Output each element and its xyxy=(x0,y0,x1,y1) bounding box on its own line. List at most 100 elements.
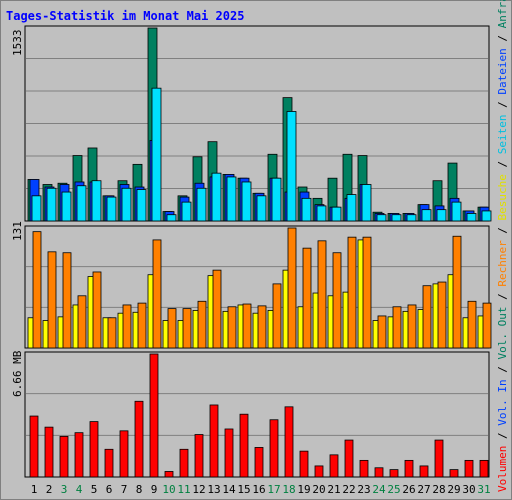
x-tick-day-30: 30 xyxy=(462,483,475,496)
bar-volumen-day-27 xyxy=(419,465,429,478)
bar-rechner-day-8 xyxy=(137,302,147,349)
bar-volumen-day-21 xyxy=(329,454,339,478)
bar-rechner-day-22 xyxy=(347,236,357,349)
bar-volumen-day-2 xyxy=(44,426,54,478)
bar-volumen-day-26 xyxy=(404,459,414,478)
bar-seiten-day-22 xyxy=(346,194,357,222)
x-tick-day-5: 5 xyxy=(91,483,98,496)
x-tick-day-18: 18 xyxy=(282,483,295,496)
bar-volumen-day-15 xyxy=(239,413,249,478)
bar-rechner-day-18 xyxy=(287,227,297,349)
legend-volumen: Volumen xyxy=(496,445,509,492)
bar-seiten-day-30 xyxy=(466,213,477,222)
legend-sep: / xyxy=(496,425,509,446)
bar-volumen-day-10 xyxy=(164,471,174,478)
bar-seiten-day-21 xyxy=(331,206,342,222)
x-tick-day-21: 21 xyxy=(327,483,340,496)
bar-rechner-day-1 xyxy=(32,231,42,349)
legend-sep: / xyxy=(496,359,509,380)
x-tick-day-10: 10 xyxy=(162,483,175,496)
bar-rechner-day-14 xyxy=(227,306,237,349)
x-tick-day-28: 28 xyxy=(432,483,445,496)
bar-volumen-day-11 xyxy=(179,448,189,478)
bar-volumen-day-31 xyxy=(479,459,489,478)
bar-rechner-day-21 xyxy=(332,252,342,349)
bar-seiten-day-11 xyxy=(181,201,192,222)
bar-volumen-day-25 xyxy=(389,469,399,478)
x-tick-day-14: 14 xyxy=(222,483,236,496)
x-tick-day-2: 2 xyxy=(46,483,53,496)
bar-rechner-day-9 xyxy=(152,239,162,349)
bar-rechner-day-17 xyxy=(272,283,282,349)
bar-volumen-day-6 xyxy=(104,448,114,478)
bar-rechner-day-19 xyxy=(302,247,312,349)
x-tick-day-15: 15 xyxy=(237,483,250,496)
bar-volumen-day-28 xyxy=(434,439,444,478)
bar-rechner-day-13 xyxy=(212,269,222,349)
bar-seiten-day-6 xyxy=(106,196,117,222)
bar-seiten-day-20 xyxy=(316,205,327,222)
bar-volumen-day-18 xyxy=(284,406,294,478)
bar-seiten-day-23 xyxy=(361,184,372,222)
bar-seiten-day-12 xyxy=(196,187,207,222)
legend-sep: / xyxy=(496,220,509,241)
bar-volumen-day-30 xyxy=(464,459,474,478)
x-tick-day-26: 26 xyxy=(402,483,415,496)
bar-seiten-day-2 xyxy=(46,187,57,222)
x-tick-day-9: 9 xyxy=(151,483,158,496)
middle-panel-max-label: 131 xyxy=(11,221,24,241)
bar-rechner-day-28 xyxy=(437,281,447,349)
x-tick-day-4: 4 xyxy=(76,483,83,496)
bar-rechner-day-25 xyxy=(392,306,402,349)
bar-rechner-day-2 xyxy=(47,251,57,349)
bar-volumen-day-4 xyxy=(74,432,84,478)
bar-volumen-day-1 xyxy=(29,415,39,478)
bar-volumen-day-16 xyxy=(254,447,264,478)
bar-volumen-day-17 xyxy=(269,419,279,478)
x-tick-day-23: 23 xyxy=(357,483,370,496)
top-panel-max-label: 1533 xyxy=(11,29,24,57)
bar-seiten-day-15 xyxy=(241,181,252,222)
bar-seiten-day-4 xyxy=(76,185,87,222)
bottom-panel-max-label: 6.66 MB xyxy=(11,350,24,397)
x-tick-day-19: 19 xyxy=(297,483,310,496)
bar-rechner-day-16 xyxy=(257,305,267,349)
bar-rechner-day-4 xyxy=(77,295,87,349)
bar-rechner-day-29 xyxy=(452,235,462,349)
bar-volumen-day-9 xyxy=(149,353,159,478)
bar-seiten-day-17 xyxy=(271,177,282,222)
x-tick-day-16: 16 xyxy=(252,483,265,496)
bar-seiten-day-29 xyxy=(451,201,462,222)
bar-seiten-day-14 xyxy=(226,176,237,222)
bar-rechner-day-24 xyxy=(377,315,387,349)
x-tick-day-31: 31 xyxy=(477,483,490,496)
bar-volumen-day-12 xyxy=(194,434,204,478)
bar-seiten-day-7 xyxy=(121,187,132,222)
bar-volumen-day-20 xyxy=(314,465,324,478)
x-tick-day-29: 29 xyxy=(447,483,460,496)
bar-seiten-day-19 xyxy=(301,197,312,222)
legend-anfragen: Anfragen xyxy=(496,0,509,29)
x-tick-day-3: 3 xyxy=(61,483,68,496)
x-tick-day-13: 13 xyxy=(207,483,220,496)
legend-sep: / xyxy=(496,28,509,49)
bar-rechner-day-11 xyxy=(182,308,192,349)
bar-seiten-day-24 xyxy=(376,214,387,222)
bar-volumen-day-29 xyxy=(449,469,459,478)
bar-seiten-day-1 xyxy=(31,195,42,222)
bar-seiten-day-27 xyxy=(421,209,432,222)
x-tick-day-6: 6 xyxy=(106,483,113,496)
legend-sep: / xyxy=(496,154,509,175)
bar-volumen-day-3 xyxy=(59,435,69,478)
legend-dateien: Dateien xyxy=(496,48,509,95)
bar-seiten-day-13 xyxy=(211,172,222,222)
bar-volumen-day-5 xyxy=(89,421,99,478)
bar-rechner-day-12 xyxy=(197,300,207,349)
bar-seiten-day-5 xyxy=(91,180,102,222)
legend-sep: / xyxy=(496,94,509,115)
bar-seiten-day-18 xyxy=(286,111,297,222)
x-tick-day-7: 7 xyxy=(121,483,128,496)
bar-volumen-day-22 xyxy=(344,439,354,478)
bar-seiten-day-16 xyxy=(256,195,267,222)
